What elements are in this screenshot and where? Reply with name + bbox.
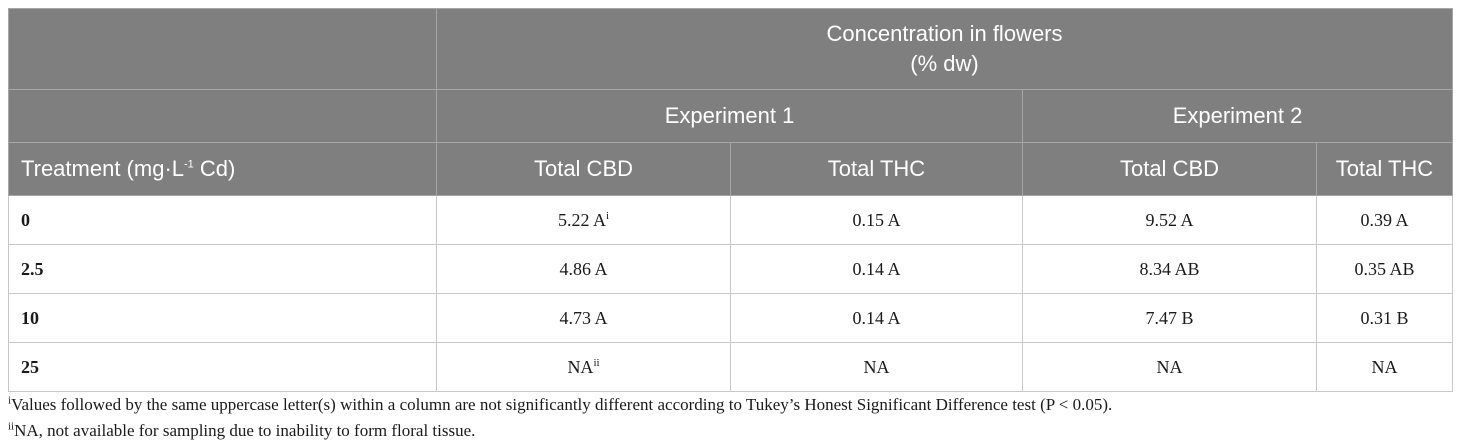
footnote-text: Values followed by the same uppercase le… [11, 395, 1113, 414]
group-title-line1: Concentration in flowers [826, 21, 1063, 46]
treatment-cell: 0 [8, 195, 437, 245]
footnote-1: iValues followed by the same uppercase l… [8, 395, 1452, 415]
exp2-total-thc-header: Total THC [1315, 142, 1454, 196]
header-row-columns: Treatment (mg·L-1 Cd) Total CBD Total TH… [8, 142, 1454, 196]
footnote-mark: ii [8, 420, 15, 433]
concentration-group-header: Concentration in flowers (% dw) [435, 8, 1454, 90]
exp2-cbd-cell: 7.47 B [1022, 293, 1317, 343]
exp1-total-cbd-header: Total CBD [436, 142, 731, 196]
header-row-experiments: Experiment 1 Experiment 2 [8, 89, 1454, 143]
table-row: 25 NAii NA NA NA [8, 342, 1454, 392]
footnote-2: iiNA, not available for sampling due to … [8, 421, 1452, 441]
table-row: 10 4.73 A 0.14 A 7.47 B 0.31 B [8, 293, 1454, 343]
exp2-thc-cell: NA [1315, 342, 1454, 392]
exp2-cbd-cell: NA [1022, 342, 1317, 392]
header-row-group: Concentration in flowers (% dw) [8, 8, 1454, 90]
exp1-cbd-cell: 4.86 A [436, 244, 731, 294]
exp1-cbd-cell: 5.22 Ai [436, 195, 731, 245]
empty-header-cell [8, 89, 437, 143]
exp2-thc-cell: 0.31 B [1315, 293, 1454, 343]
footnote-mark: i [8, 394, 12, 407]
exp2-thc-cell: 0.39 A [1315, 195, 1454, 245]
empty-header-cell [8, 8, 437, 90]
exp1-thc-cell: 0.14 A [730, 293, 1023, 343]
experiment1-header: Experiment 1 [436, 89, 1023, 143]
table-row: 2.5 4.86 A 0.14 A 8.34 AB 0.35 AB [8, 244, 1454, 294]
cannabinoid-concentration-table: Concentration in flowers (% dw) Experime… [8, 8, 1454, 392]
treatment-column-header: Treatment (mg·L-1 Cd) [8, 142, 437, 196]
exp2-thc-cell: 0.35 AB [1315, 244, 1454, 294]
exp1-thc-cell: 0.15 A [730, 195, 1023, 245]
exp1-cbd-cell: NAii [436, 342, 731, 392]
exp1-thc-cell: NA [730, 342, 1023, 392]
results-table-container: Concentration in flowers (% dw) Experime… [8, 8, 1454, 392]
exp1-total-thc-header: Total THC [730, 142, 1023, 196]
group-title-line2: (% dw) [910, 51, 979, 76]
experiment2-header: Experiment 2 [1021, 89, 1454, 143]
treatment-cell: 2.5 [8, 244, 437, 294]
exp2-total-cbd-header: Total CBD [1022, 142, 1317, 196]
exp1-thc-cell: 0.14 A [730, 244, 1023, 294]
table-row: 0 5.22 Ai 0.15 A 9.52 A 0.39 A [8, 195, 1454, 245]
exp2-cbd-cell: 9.52 A [1022, 195, 1317, 245]
exp1-cbd-cell: 4.73 A [436, 293, 731, 343]
footnote-text: NA, not available for sampling due to in… [14, 421, 476, 440]
exp2-cbd-cell: 8.34 AB [1022, 244, 1317, 294]
treatment-cell: 25 [8, 342, 437, 392]
treatment-cell: 10 [8, 293, 437, 343]
